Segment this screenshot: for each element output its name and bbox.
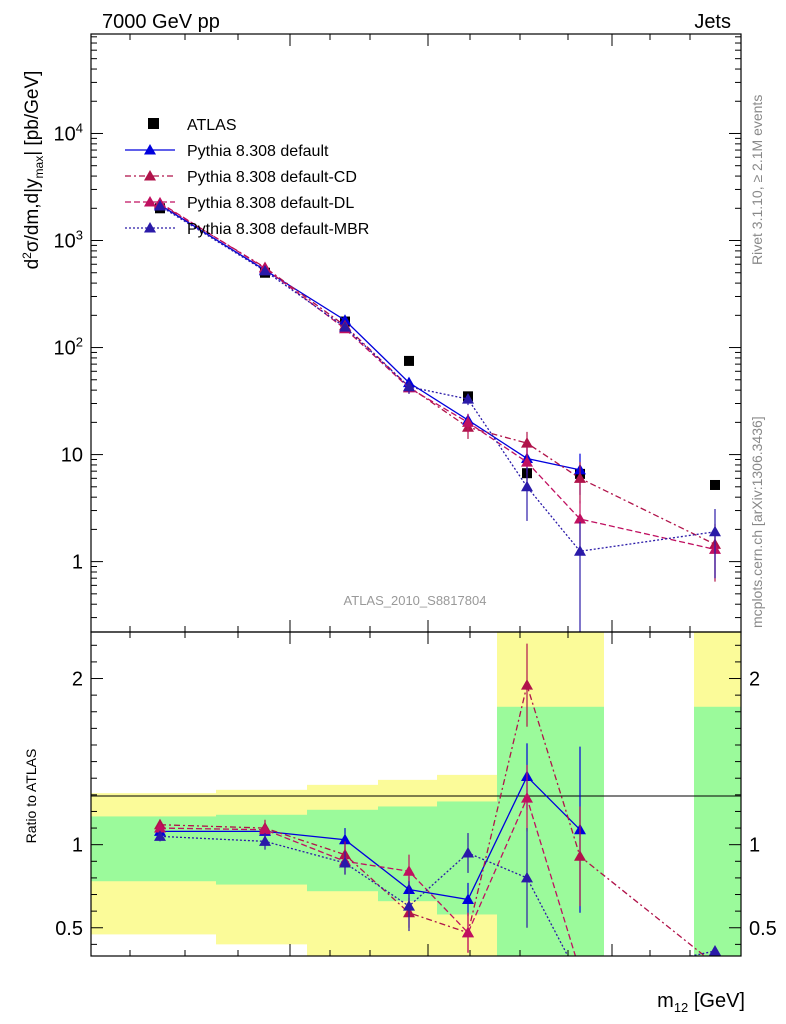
- marker-dl: [462, 416, 474, 427]
- marker-cd: [574, 472, 586, 483]
- marker-mbr: [462, 393, 474, 404]
- ratio-marker-dl: [259, 823, 271, 835]
- legend-label-default: Pythia 8.308 default: [187, 143, 329, 160]
- rivet-version-text: Rivet 3.1.10, ≥ 2.1M events: [749, 95, 765, 265]
- main-y-axis-label: d2σ/dm,d|ymax| [pb/GeV]: [20, 71, 46, 270]
- ratio-marker-dl: [521, 792, 533, 803]
- legend-label-mbr: Pythia 8.308 default-MBR: [187, 221, 369, 238]
- ratio-marker-default: [339, 833, 351, 845]
- legend: ATLAS Pythia 8.308 default Pythia 8.308 de…: [125, 117, 369, 238]
- ratio-line-mbr: [159, 835, 716, 956]
- ratio-y-axis-label: Ratio to ATLAS: [23, 749, 39, 844]
- ratio-band-inner: [378, 806, 437, 902]
- ratio-marker-mbr: [154, 830, 166, 841]
- atlas-data-point: [404, 355, 414, 366]
- legend-marker-mbr: [144, 222, 156, 233]
- analysis-id: ATLAS_2010_S8817804: [344, 593, 487, 608]
- marker-dl: [521, 456, 533, 467]
- ratio-marker-cd: [574, 850, 586, 861]
- main-y-tick-label: 10: [61, 445, 83, 467]
- series-line-mbr: [159, 205, 716, 552]
- ratio-marker-mbr: [259, 835, 271, 846]
- marker-mbr: [574, 545, 586, 556]
- ratio-marker-dl: [403, 865, 415, 876]
- ratio-y-tick-label: 1: [72, 835, 83, 857]
- legend-label-data: ATLAS: [187, 117, 237, 134]
- ratio-band-inner: [216, 814, 307, 885]
- atlas-data-point: [710, 479, 720, 490]
- series-line-cd: [159, 203, 716, 545]
- legend-label-dl: Pythia 8.308 default-DL: [187, 195, 354, 212]
- main-y-tick-label: 102: [54, 335, 83, 360]
- ratio-band-inner: [497, 706, 604, 956]
- ratio-marker-cd: [521, 679, 533, 690]
- ratio-y-tick-label-right: 0.5: [749, 918, 777, 940]
- legend-marker-default: [144, 144, 156, 155]
- ratio-marker-mbr: [462, 846, 474, 858]
- axis-ticks: 1 10 102 103 104 0.5 0.5 1 1 2 2: [54, 34, 777, 956]
- ratio-marker-mbr: [339, 856, 351, 868]
- legend-marker-atlas: [148, 118, 159, 129]
- ratio-y-tick-label-right: 1: [749, 835, 760, 857]
- marker-mbr: [403, 380, 415, 392]
- ratio-marker-mbr: [403, 900, 415, 911]
- ratio-series-layer: [154, 643, 721, 956]
- ratio-band-inner: [91, 816, 216, 882]
- ratio-marker-dl: [462, 926, 474, 938]
- marker-mbr: [709, 525, 721, 537]
- legend-marker-dl: [144, 196, 156, 207]
- ratio-y-tick-label-right: 2: [749, 669, 760, 691]
- marker-cd: [521, 437, 533, 448]
- ratio-y-tick-label: 2: [72, 669, 83, 691]
- main-y-tick-label: 103: [54, 228, 83, 253]
- series-line-dl: [159, 202, 716, 551]
- mcplots-text: mcplots.cern.ch [arXiv:1306.3436]: [749, 416, 765, 628]
- header-left: 7000 GeV pp: [102, 11, 220, 33]
- ratio-marker-mbr: [521, 871, 533, 883]
- x-axis-label: m12 [GeV]: [657, 990, 745, 1015]
- ratio-uncertainty-bands: [91, 632, 741, 956]
- marker-mbr: [521, 480, 533, 492]
- ratio-marker-dl: [154, 822, 166, 833]
- ratio-line-dl: [159, 796, 577, 956]
- header-right: Jets: [694, 11, 731, 33]
- main-series-layer: [154, 196, 721, 632]
- legend-label-cd: Pythia 8.308 default-CD: [187, 169, 357, 186]
- marker-mbr: [154, 200, 166, 211]
- ratio-marker-mbr: [709, 945, 721, 956]
- marker-default: [339, 314, 351, 325]
- legend-marker-cd: [144, 170, 156, 181]
- main-y-tick-label: 104: [54, 120, 83, 145]
- marker-mbr: [339, 321, 351, 332]
- ratio-y-tick-label: 0.5: [55, 918, 83, 940]
- marker-mbr: [259, 264, 271, 276]
- marker-dl: [574, 513, 586, 524]
- main-y-tick-label: 1: [72, 552, 83, 574]
- ratio-panel-frame: [90, 631, 742, 957]
- ratio-band-inner: [694, 706, 741, 956]
- ratio-band-inner: [307, 809, 378, 892]
- ratio-marker-default: [462, 893, 474, 905]
